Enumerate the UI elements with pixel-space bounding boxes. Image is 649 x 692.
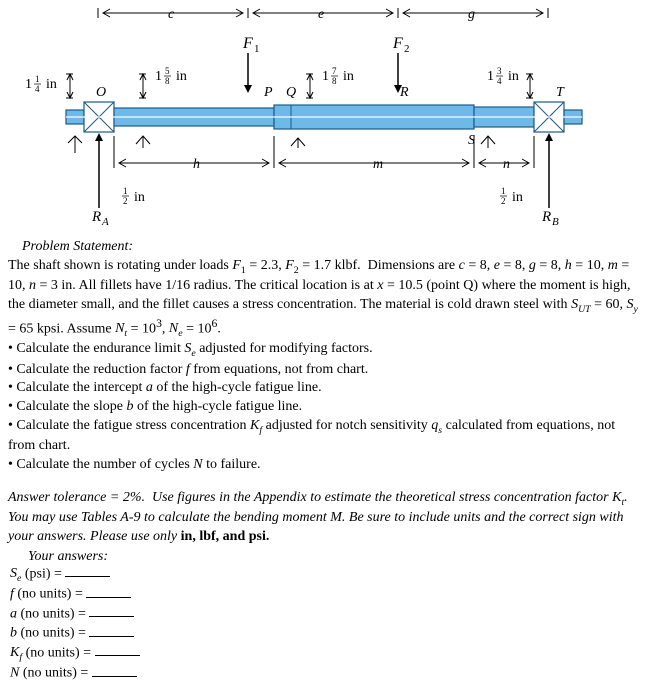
svg-text:2: 2 xyxy=(501,196,506,206)
svg-text:in: in xyxy=(176,69,187,84)
label-O: O xyxy=(96,85,106,100)
svg-text:8: 8 xyxy=(332,76,337,86)
svg-text:7: 7 xyxy=(332,66,337,76)
svg-text:1: 1 xyxy=(487,69,494,84)
eq-F: F xyxy=(232,258,241,273)
svg-text:4: 4 xyxy=(497,76,502,86)
label-P: P xyxy=(263,85,273,100)
task-item: Calculate the slope b of the high-cycle … xyxy=(8,398,641,417)
task-item: Calculate the number of cycles N to fail… xyxy=(8,456,641,475)
label-c: c xyxy=(168,8,175,22)
shaft-diagram: c e g F 1 F 2 1 1 4 in xyxy=(8,8,641,228)
svg-text:2: 2 xyxy=(404,43,410,55)
svg-text:5: 5 xyxy=(165,66,170,76)
svg-text:8: 8 xyxy=(165,76,170,86)
problem-body: The shaft shown is rotating under loads … xyxy=(8,257,641,341)
svg-text:A: A xyxy=(101,216,109,228)
task-item: Calculate the reduction factor f from eq… xyxy=(8,361,641,380)
svg-text:1: 1 xyxy=(25,77,32,92)
label-m: m xyxy=(373,157,383,172)
svg-text:4: 4 xyxy=(35,84,40,94)
answer-N: N (no units) = xyxy=(10,664,641,683)
answer-f: f (no units) = xyxy=(10,585,641,604)
label-Q: Q xyxy=(286,85,296,100)
label-h: h xyxy=(193,157,200,172)
answer-a: a (no units) = xyxy=(10,605,641,624)
svg-text:F: F xyxy=(242,35,253,52)
svg-text:in: in xyxy=(46,77,57,92)
svg-text:2: 2 xyxy=(123,196,128,206)
answer-Se: Se (psi) = xyxy=(10,565,641,586)
svg-text:1: 1 xyxy=(35,74,40,84)
answer-b: b (no units) = xyxy=(10,624,641,643)
answer-Kf: Kf (no units) = xyxy=(10,644,641,665)
label-R: R xyxy=(399,85,409,100)
svg-text:1: 1 xyxy=(254,43,260,55)
label-g: g xyxy=(468,8,475,22)
task-item: Calculate the endurance limit Se adjuste… xyxy=(8,340,641,360)
svg-text:F: F xyxy=(392,35,403,52)
svg-text:1: 1 xyxy=(501,186,506,196)
svg-text:in: in xyxy=(134,190,145,205)
task-item: Calculate the fatigue stress concentrati… xyxy=(8,417,641,456)
label-T: T xyxy=(556,85,565,100)
your-answers-heading: Your answers: xyxy=(28,549,641,565)
svg-text:in: in xyxy=(343,69,354,84)
svg-text:R: R xyxy=(541,209,551,225)
label-e: e xyxy=(318,8,324,22)
label-n: n xyxy=(503,157,510,172)
problem-heading: Problem Statement: xyxy=(22,238,641,257)
answer-lines: Se (psi) = f (no units) = a (no units) =… xyxy=(8,565,641,684)
problem-statement: Problem Statement: The shaft shown is ro… xyxy=(8,238,641,475)
svg-text:1: 1 xyxy=(123,186,128,196)
svg-text:1: 1 xyxy=(322,69,329,84)
svg-text:1: 1 xyxy=(155,69,162,84)
svg-text:in: in xyxy=(512,190,523,205)
svg-text:R: R xyxy=(91,209,101,225)
svg-text:in: in xyxy=(508,69,519,84)
svg-text:B: B xyxy=(552,216,559,228)
task-list: Calculate the endurance limit Se adjuste… xyxy=(8,340,641,474)
units-bold: in, lbf, and psi. xyxy=(181,529,270,544)
svg-text:3: 3 xyxy=(497,66,502,76)
task-item: Calculate the intercept a of the high-cy… xyxy=(8,379,641,398)
answer-instructions: Answer tolerance = 2%. Use figures in th… xyxy=(8,489,641,547)
